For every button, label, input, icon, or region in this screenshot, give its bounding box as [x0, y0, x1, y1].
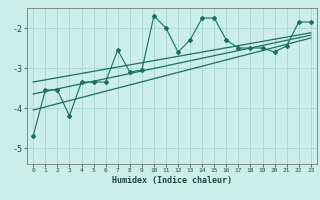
X-axis label: Humidex (Indice chaleur): Humidex (Indice chaleur): [112, 176, 232, 185]
